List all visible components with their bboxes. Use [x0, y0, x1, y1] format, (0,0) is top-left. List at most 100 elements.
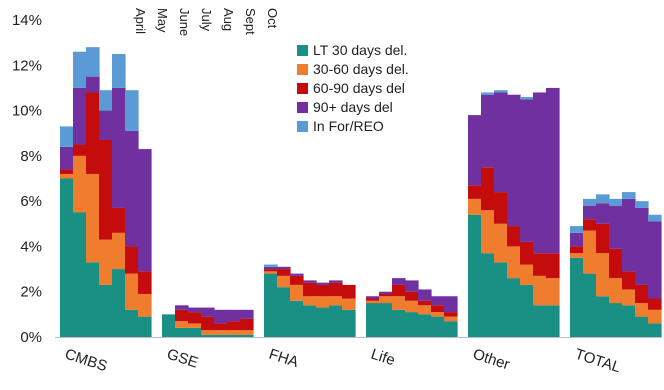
- bar-segment: [86, 173, 100, 263]
- bar-segment: [635, 284, 649, 304]
- bar-segment: [264, 271, 278, 274]
- bar-segment: [583, 230, 597, 274]
- legend-label: In For/REO: [313, 118, 384, 134]
- bar-segment: [609, 198, 623, 206]
- bar-segment: [494, 90, 508, 93]
- legend-item: LT 30 days del.: [297, 42, 407, 58]
- legend: LT 30 days del. 30-60 days del. 60-90 days…: [297, 42, 409, 134]
- legend-swatch: [297, 102, 308, 113]
- bar-segment: [596, 296, 610, 337]
- bar-segment: [99, 284, 113, 337]
- bar-segment: [520, 264, 534, 285]
- y-tick-label: 2%: [20, 284, 42, 301]
- legend-item: 90+ days del: [297, 99, 393, 115]
- bar-segment: [444, 321, 458, 337]
- bar-segment: [214, 309, 228, 324]
- bar-segment: [583, 205, 597, 220]
- bar-segment: [290, 275, 304, 285]
- bar-segment: [405, 280, 419, 292]
- x-category-label: FHA: [267, 346, 301, 371]
- bar-segment: [188, 312, 202, 324]
- bar-segment: [125, 273, 139, 310]
- bar-segment: [609, 205, 623, 249]
- legend-item: 60-90 days del: [297, 80, 405, 96]
- bar-segment: [507, 246, 521, 279]
- bar-segment: [175, 305, 189, 310]
- bar-segment: [431, 312, 445, 317]
- bar-segment: [264, 266, 278, 270]
- month-label: May: [155, 8, 170, 33]
- bar-segment: [60, 178, 74, 337]
- y-tick-label: 10%: [12, 103, 42, 120]
- bar-segment: [392, 296, 406, 310]
- bar-segment: [570, 246, 584, 254]
- bar-segment: [188, 327, 202, 337]
- bar-segment: [570, 253, 584, 258]
- bar-segment: [546, 253, 560, 279]
- bar-group-cmbs: [60, 47, 152, 337]
- bars: [60, 47, 662, 337]
- y-tick-label: 14%: [12, 12, 42, 29]
- bar-segment: [418, 314, 432, 337]
- bar-segment: [188, 307, 202, 313]
- month-label: Oct: [265, 8, 280, 29]
- bar-segment: [366, 296, 380, 299]
- bar-segment: [316, 307, 330, 337]
- bar-segment: [533, 275, 547, 306]
- bar-segment: [622, 271, 636, 290]
- bar-segment: [379, 293, 393, 297]
- bar-segment: [290, 284, 304, 301]
- month-label: Aug: [221, 8, 236, 31]
- bar-segment: [494, 92, 508, 193]
- bar-segment: [392, 278, 406, 285]
- bar-segment: [303, 305, 317, 337]
- bar-segment: [329, 296, 343, 306]
- bar-segment: [214, 334, 228, 337]
- bar-segment: [125, 90, 139, 131]
- bar-segment: [303, 280, 317, 283]
- bar-segment: [468, 185, 482, 199]
- bar-segment: [405, 291, 419, 301]
- bar-segment: [125, 309, 139, 337]
- bar-segment: [494, 262, 508, 337]
- bar-segment: [73, 87, 87, 145]
- bar-segment: [175, 321, 189, 328]
- bar-segment: [112, 87, 126, 208]
- bar-segment: [520, 99, 534, 242]
- bar-segment: [175, 327, 189, 337]
- legend-label: 90+ days del: [313, 99, 393, 115]
- bar-segment: [546, 87, 560, 254]
- bar-segment: [240, 309, 254, 319]
- bar-segment: [494, 192, 508, 224]
- bar-segment: [379, 291, 393, 294]
- y-tick-label: 12%: [12, 57, 42, 74]
- bar-segment: [596, 203, 610, 224]
- bar-segment: [431, 305, 445, 313]
- bar-segment: [379, 296, 393, 304]
- bar-segment: [609, 303, 623, 337]
- legend-swatch: [297, 83, 308, 94]
- bar-segment: [277, 287, 291, 337]
- legend-swatch: [297, 121, 308, 132]
- bar-segment: [60, 169, 74, 174]
- bar-segment: [277, 266, 291, 270]
- bar-segment: [635, 201, 649, 208]
- bar-segment: [73, 144, 87, 156]
- bar-segment: [546, 278, 560, 306]
- bar-segment: [60, 173, 74, 179]
- bar-group-fha: [264, 264, 356, 337]
- bar-segment: [596, 253, 610, 297]
- bar-segment: [175, 309, 189, 322]
- bar-segment: [290, 273, 304, 276]
- bar-segment: [201, 330, 215, 335]
- bar-segment: [112, 53, 126, 88]
- legend-item: 30-60 days del.: [297, 61, 409, 77]
- bar-segment: [227, 330, 241, 335]
- bar-segment: [329, 280, 343, 283]
- bar-segment: [86, 47, 100, 77]
- bar-segment: [507, 94, 521, 227]
- x-category-label: Other: [471, 346, 512, 374]
- bar-segment: [596, 223, 610, 254]
- bar-segment: [138, 293, 152, 317]
- month-label: June: [177, 8, 192, 36]
